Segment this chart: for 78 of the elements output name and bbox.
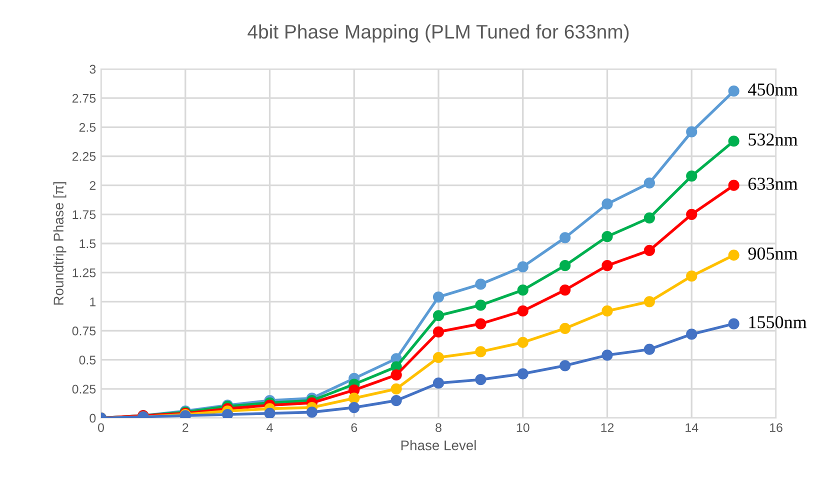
x-tick-label: 10 [516, 423, 530, 432]
y-tick-label: 1.5 [80, 239, 96, 248]
x-tick-label: 6 [351, 423, 358, 432]
y-tick-label: 0.5 [79, 356, 96, 364]
series-label: 450nm [748, 83, 798, 96]
point [432, 326, 444, 338]
series-label: 532nm [748, 134, 798, 146]
point [475, 318, 486, 330]
x-tick-label: 8 [436, 423, 442, 432]
x-tick-label: 0 [98, 423, 104, 432]
point [475, 346, 486, 358]
point [686, 328, 698, 340]
point [517, 261, 528, 272]
y-tick-label: 2.75 [72, 94, 96, 103]
series-label: 633nm [748, 178, 798, 190]
point [644, 212, 655, 224]
x-tick-label: 14 [686, 423, 698, 432]
x-tick-label: 16 [770, 423, 782, 432]
y-tick-label: 0.25 [72, 384, 96, 394]
point [432, 352, 444, 364]
point [475, 300, 486, 311]
x-tick-label: 4 [266, 423, 273, 432]
point [728, 136, 740, 147]
point [432, 291, 444, 303]
chart-title: 4bit Phase Mapping (PLM Tuned for 633nm) [248, 24, 629, 42]
point [348, 392, 360, 404]
y-tick-label: 1.25 [72, 268, 96, 278]
point [560, 260, 571, 272]
point [390, 394, 402, 406]
y-tick-label: 1.75 [72, 210, 96, 220]
point [602, 350, 613, 361]
point [602, 260, 613, 272]
point [602, 198, 613, 210]
point [264, 408, 276, 418]
point [306, 406, 318, 418]
point [517, 368, 528, 380]
point [644, 296, 655, 308]
point [560, 284, 571, 296]
x-tick-label: 2 [182, 423, 188, 432]
point [728, 250, 740, 261]
point [644, 244, 655, 256]
y-tick-label: 2.25 [72, 152, 96, 161]
point [686, 208, 698, 220]
point [432, 310, 444, 322]
point [475, 278, 486, 290]
point [517, 336, 528, 348]
point [602, 305, 613, 317]
point [560, 322, 571, 334]
point [517, 284, 528, 296]
x-axis-title: Phase Level [401, 440, 476, 450]
point [602, 230, 613, 242]
point [728, 318, 740, 330]
point [728, 86, 740, 97]
y-tick-label: 3 [90, 64, 96, 74]
y-tick-label: 0.75 [72, 326, 96, 336]
series-label: 905nm [748, 247, 798, 260]
point [348, 402, 360, 414]
point [517, 305, 528, 317]
y-tick-label: 2 [90, 181, 96, 190]
point [728, 180, 740, 191]
point [475, 374, 486, 386]
series-label: 1550nm [749, 316, 807, 328]
point [686, 170, 698, 182]
point [644, 344, 655, 355]
point [432, 378, 444, 389]
point [644, 177, 655, 189]
point [222, 408, 234, 418]
point [390, 383, 402, 394]
point [390, 369, 402, 381]
x-tick-label: 12 [601, 423, 614, 432]
point [560, 232, 571, 244]
point [560, 360, 571, 372]
y-tick-label: 2.5 [79, 122, 96, 132]
y-axis-title: Roundtrip Phase [π] [53, 182, 66, 305]
y-tick-label: 0 [90, 414, 96, 423]
point [686, 270, 698, 282]
y-tick-label: 1 [90, 298, 96, 306]
point [686, 126, 698, 138]
